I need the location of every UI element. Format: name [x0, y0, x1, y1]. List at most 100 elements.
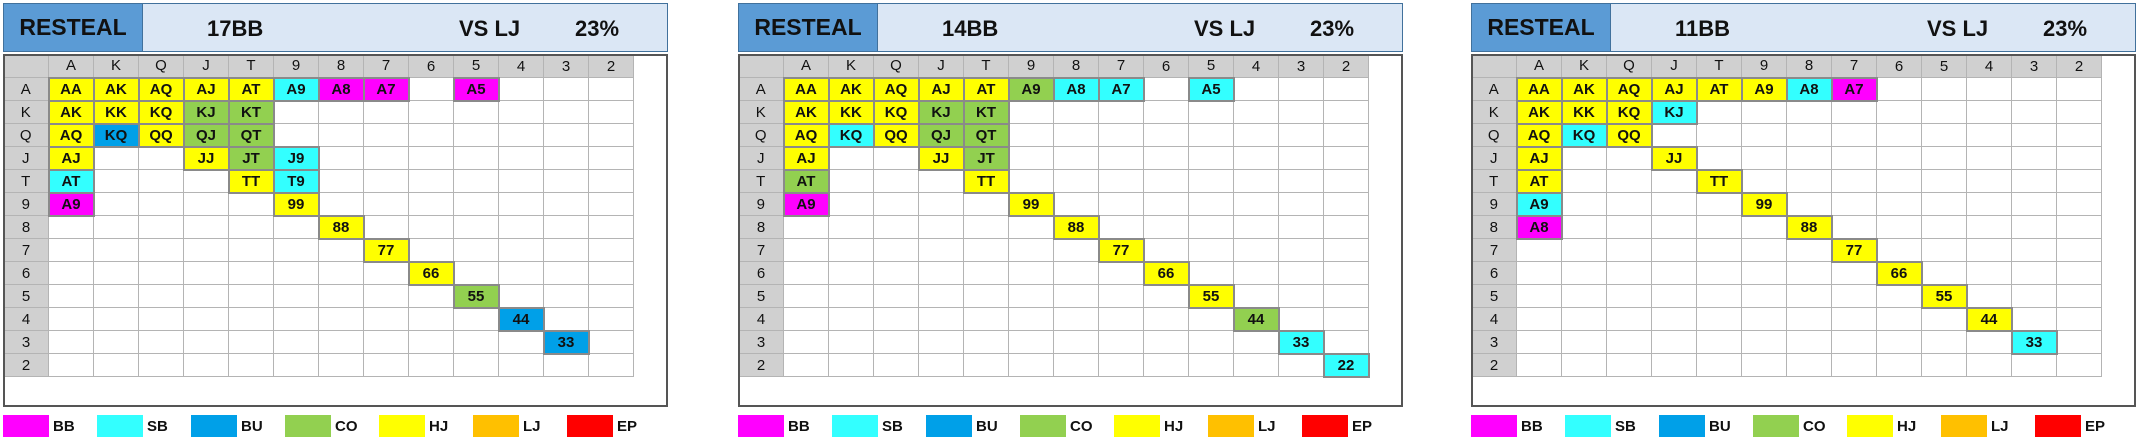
hand-cell	[1188, 307, 1234, 331]
column-header: 7	[1831, 54, 1877, 78]
column-header: 9	[1008, 54, 1054, 78]
hand-cell	[1921, 307, 1967, 331]
hand-cell	[543, 307, 589, 331]
hand-cell	[1143, 146, 1189, 170]
grid-row: 9 A9 99	[1471, 191, 2102, 217]
hand-cell	[543, 261, 589, 285]
hand-cell	[783, 330, 829, 354]
hand-cell	[1921, 192, 1967, 216]
hand-cell	[1831, 284, 1877, 308]
hand-cell	[453, 353, 499, 377]
hand-cell	[1098, 261, 1144, 285]
legend-label: EP	[1352, 418, 1373, 435]
hand-cell: 44	[1232, 306, 1280, 332]
hand-cell	[1966, 100, 2012, 124]
hand-cell: 66	[407, 260, 455, 286]
hand-cell: AQ	[137, 76, 185, 102]
hand-cell	[1606, 169, 1652, 193]
stack-size: 11BB	[1675, 16, 1731, 41]
hand-cell	[1233, 77, 1279, 101]
column-header: 7	[1098, 54, 1144, 78]
hand-cell	[1233, 215, 1279, 239]
panel-info: 14BB VS LJ 23%	[878, 3, 1403, 52]
position-legend: BB SB BU CO HJ LJ EP	[738, 413, 1403, 439]
panel-title: RESTEAL	[3, 3, 143, 52]
opponent-position: VS LJ	[1194, 16, 1256, 41]
hand-cell: KQ	[827, 122, 875, 148]
hand-cell	[2011, 100, 2057, 124]
hand-cell	[1696, 353, 1742, 377]
hand-cell: 99	[1007, 191, 1055, 217]
hand-cell	[1143, 353, 1189, 377]
range-panel: RESTEAL 11BB VS LJ 23% A K Q J T 9 8 7 6 5 4 3 2 A AA AK AQ A…	[1471, 3, 2136, 443]
row-header: 6	[1471, 261, 1517, 285]
row-header: 2	[3, 353, 49, 377]
hand-cell	[2056, 192, 2102, 216]
grid-row: 4 44	[1471, 306, 2102, 332]
row-header: 3	[738, 330, 784, 354]
hand-cell: AT	[962, 76, 1010, 102]
row-header: K	[3, 100, 49, 124]
hand-cell	[93, 192, 139, 216]
hand-cell	[1098, 123, 1144, 147]
grid-row: 8 88	[738, 214, 1369, 240]
hand-cell	[588, 284, 634, 308]
hand-cell	[1831, 100, 1877, 124]
grid-row: 7 77	[3, 237, 634, 263]
legend-swatch	[1020, 415, 1066, 437]
hand-cell	[1966, 284, 2012, 308]
hand-cell	[783, 307, 829, 331]
hand-cell: AK	[1560, 76, 1608, 102]
hand-cell	[543, 192, 589, 216]
hand-cell	[1323, 307, 1369, 331]
hand-cell: 88	[1785, 214, 1833, 240]
hand-cell	[918, 261, 964, 285]
hand-cell	[1651, 353, 1697, 377]
column-header: T	[963, 54, 1009, 78]
hand-cell	[1008, 100, 1054, 124]
column-header: 4	[498, 54, 544, 78]
hand-cell	[1921, 238, 1967, 262]
hand-cell	[1008, 307, 1054, 331]
hand-cell	[1143, 307, 1189, 331]
hand-cell	[1786, 238, 1832, 262]
column-header: J	[1651, 54, 1697, 78]
legend-swatch	[97, 415, 143, 437]
hand-cell	[588, 238, 634, 262]
hand-cell	[1606, 330, 1652, 354]
hand-cell	[1966, 169, 2012, 193]
hand-cell: J9	[272, 145, 320, 171]
hand-cell	[498, 284, 544, 308]
legend-swatch	[1302, 415, 1348, 437]
hand-cell	[93, 238, 139, 262]
hand-cell	[1561, 261, 1607, 285]
hand-cell	[1876, 353, 1922, 377]
hand-cell	[1651, 238, 1697, 262]
hand-cell	[1188, 146, 1234, 170]
hand-cell	[1651, 261, 1697, 285]
hand-cell: KK	[827, 99, 875, 125]
hand-cell: A7	[1830, 76, 1878, 102]
hand-cell	[2056, 77, 2102, 101]
hand-cell	[498, 330, 544, 354]
hand-cell: JT	[962, 145, 1010, 171]
row-header: 7	[738, 238, 784, 262]
column-header: T	[228, 54, 274, 78]
hand-cell	[1098, 307, 1144, 331]
hand-cell: AT	[1695, 76, 1743, 102]
hand-cell: QT	[962, 122, 1010, 148]
hand-cell	[1323, 192, 1369, 216]
stack-size: 17BB	[207, 16, 264, 41]
hand-cell	[498, 192, 544, 216]
hand-cell: JT	[227, 145, 275, 171]
hand-cell	[48, 330, 94, 354]
hand-cell	[1831, 330, 1877, 354]
hand-cell	[1323, 215, 1369, 239]
hand-cell	[1143, 192, 1189, 216]
hand-cell	[138, 215, 184, 239]
hand-cell: AK	[92, 76, 140, 102]
legend-label: BU	[976, 418, 998, 435]
column-header: 5	[453, 54, 499, 78]
hand-cell: AQ	[782, 122, 830, 148]
hand-cell	[1233, 261, 1279, 285]
